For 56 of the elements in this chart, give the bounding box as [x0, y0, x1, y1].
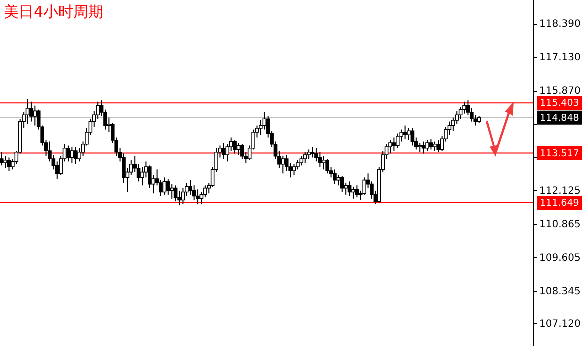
candlestick [240, 144, 244, 160]
candlestick [196, 189, 200, 205]
candlestick [74, 146, 78, 165]
candlestick [26, 98, 30, 125]
candlestick [7, 157, 12, 172]
candlestick [340, 176, 344, 193]
candlestick [281, 156, 286, 174]
candlestick [418, 142, 422, 153]
chart-title: 美日4小时周期 [4, 3, 104, 21]
y-tick-label: 109.605 [540, 252, 581, 264]
candlestick [222, 142, 226, 160]
candlestick [436, 140, 441, 153]
candlestick [33, 105, 38, 126]
candlestick [174, 185, 178, 202]
candlestick [162, 177, 167, 196]
candlestick [292, 164, 296, 176]
candlestick [70, 146, 74, 164]
candlestick [326, 158, 330, 174]
y-tick-label: 118.390 [540, 19, 581, 30]
candlestick [307, 149, 311, 160]
y-tick-label: 117.130 [540, 52, 581, 64]
y-tick-label: 110.865 [540, 219, 581, 230]
candlestick [166, 178, 170, 196]
candlestick [410, 128, 415, 146]
candlestick [0, 152, 4, 166]
candlestick [352, 186, 356, 200]
candlestick [66, 145, 70, 162]
ref-line-label: 111.649 [540, 198, 580, 209]
candlestick [322, 156, 326, 170]
ref-line-label: 115.403 [540, 98, 580, 110]
candlestick [318, 152, 322, 168]
candlestick [233, 140, 237, 154]
candlestick [30, 101, 34, 122]
candlestick [348, 181, 352, 197]
y-tick-label: 107.120 [540, 318, 581, 330]
candlestick [403, 125, 408, 140]
candlestick [426, 140, 430, 152]
candlestick [236, 142, 241, 156]
candlestick [422, 141, 426, 154]
candlestick [355, 185, 360, 198]
candlestick [300, 156, 304, 166]
y-tick-label: 112.125 [540, 186, 581, 197]
y-tick-label: 108.345 [540, 286, 581, 298]
candlestick [407, 128, 411, 141]
y-tick-label: 115.870 [540, 86, 581, 98]
ref-line-label: 114.848 [540, 112, 580, 124]
ref-line-label: 113.517 [540, 148, 580, 160]
candlestick [396, 133, 400, 149]
candlestick [303, 152, 308, 164]
candlestick [429, 138, 434, 150]
candlestick [4, 156, 8, 169]
candlestick [170, 184, 174, 200]
candlestick [392, 137, 396, 152]
candlestick [433, 141, 437, 152]
candlestick [310, 146, 315, 158]
candlestick [333, 169, 337, 185]
